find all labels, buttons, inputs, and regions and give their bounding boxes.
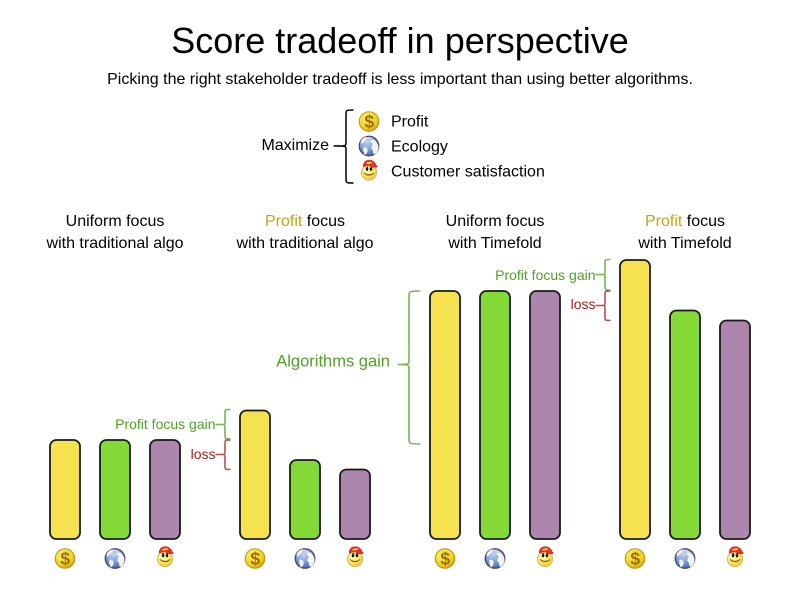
svg-text:Ecology: Ecology (391, 139, 448, 156)
svg-text:loss: loss (191, 446, 216, 462)
svg-text:Uniform focus: Uniform focus (446, 213, 545, 230)
svg-text:loss: loss (571, 296, 596, 312)
svg-text:Picking the right stakeholder: Picking the right stakeholder tradeoff i… (107, 71, 693, 88)
svg-text:Profit focus: Profit focus (265, 213, 345, 230)
svg-text:Profit focus: Profit focus (645, 213, 725, 230)
svg-text:Uniform focus: Uniform focus (66, 213, 165, 230)
svg-text:with traditional algo: with traditional algo (46, 235, 184, 252)
svg-text:Maximize: Maximize (261, 137, 329, 154)
svg-text:with Timefold: with Timefold (637, 235, 731, 252)
svg-text:with Timefold: with Timefold (447, 235, 541, 252)
svg-text:with traditional algo: with traditional algo (236, 235, 374, 252)
svg-text:Customer satisfaction: Customer satisfaction (391, 164, 545, 181)
svg-text:Profit focus gain: Profit focus gain (495, 267, 595, 283)
svg-text:Algorithms gain: Algorithms gain (276, 353, 390, 371)
svg-text:Profit focus gain: Profit focus gain (115, 416, 215, 432)
svg-text:Profit: Profit (391, 114, 429, 131)
svg-text:Score tradeoff in perspective: Score tradeoff in perspective (171, 20, 629, 61)
